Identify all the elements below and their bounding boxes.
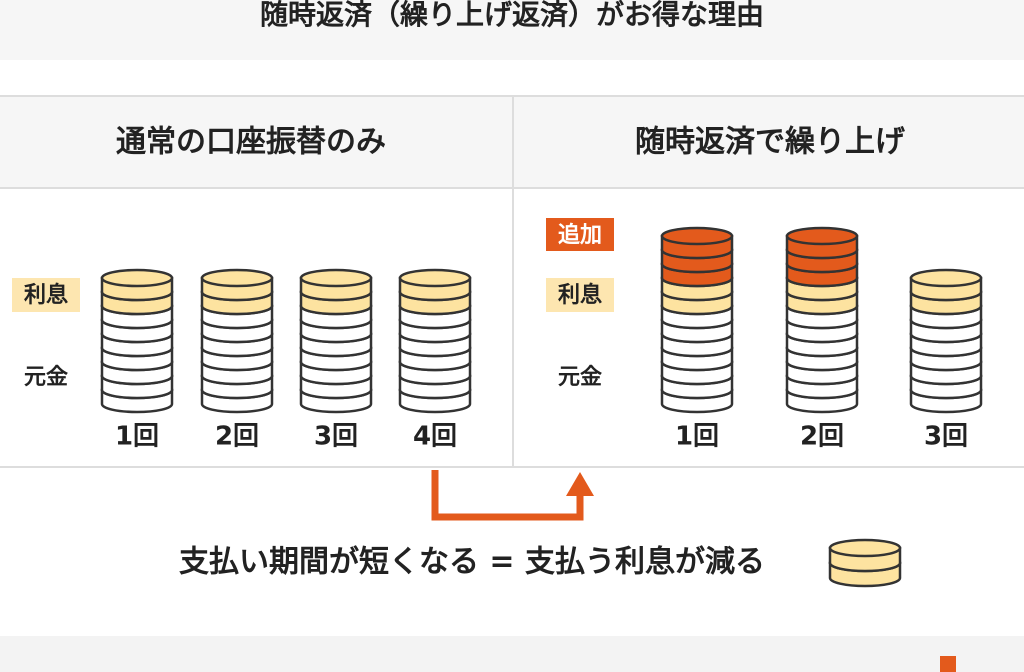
count-label: 1回 <box>115 422 159 452</box>
coin-top <box>200 268 274 288</box>
count-label: 1回 <box>675 422 719 452</box>
count-label: 3回 <box>924 422 968 452</box>
coin-top <box>828 538 902 558</box>
panel-header: 随時返済で繰り上げ <box>635 125 906 160</box>
label-box <box>546 278 614 312</box>
label-box <box>546 218 614 251</box>
title: 随時返済（繰り上げ返済）がお得な理由 <box>260 0 764 31</box>
label-box <box>12 278 80 312</box>
coin-top <box>785 226 859 246</box>
coin-top <box>660 226 734 246</box>
coin-top <box>100 268 174 288</box>
arrow-head <box>566 472 594 496</box>
count-label: 4回 <box>413 422 457 452</box>
count-label: 2回 <box>800 422 844 452</box>
title-band <box>0 0 1024 60</box>
coin-top <box>909 268 983 288</box>
coin-icon <box>828 538 902 588</box>
count-label: 3回 <box>314 422 358 452</box>
conclusion: 支払い期間が短くなる = 支払う利息が減る <box>179 545 765 580</box>
logo-mark <box>940 656 956 672</box>
coin-stacks: 1回 2回 3回 4回 1回 2回 3回 <box>100 226 983 452</box>
count-label: 2回 <box>215 422 259 452</box>
principal-label: 元金 <box>558 365 602 390</box>
panel-header: 通常の口座振替のみ <box>116 125 386 160</box>
principal-label: 元金 <box>24 365 68 390</box>
footer-band <box>0 636 1024 672</box>
interest-label: 利息 <box>24 282 68 308</box>
coin-top <box>398 268 472 288</box>
coin-top <box>299 268 373 288</box>
extra-label: 追加 <box>558 222 602 248</box>
interest-label: 利息 <box>558 282 602 308</box>
arrow <box>431 470 584 521</box>
